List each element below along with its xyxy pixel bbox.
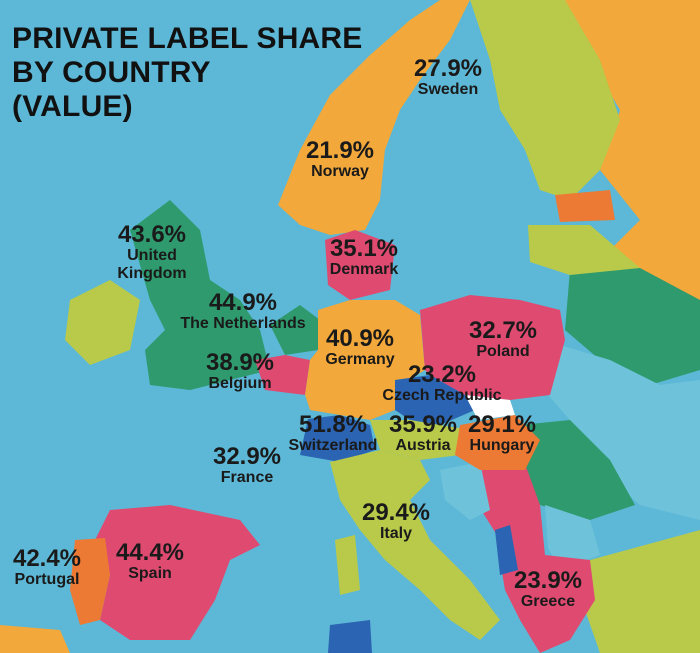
share-value: 35.9% (388, 411, 458, 438)
region-spain (95, 505, 260, 640)
country-name: Belgium (208, 375, 272, 392)
country-name: Germany (325, 351, 395, 368)
share-value: 44.4% (115, 539, 185, 566)
share-value: 23.2% (407, 361, 477, 388)
region-finland (470, 0, 620, 200)
share-value: 23.9% (513, 567, 583, 594)
country-label-germany: 40.9% Germany (325, 326, 394, 369)
region-bulgaria (545, 505, 600, 570)
share-value: 21.9% (305, 137, 375, 164)
country-name: United Kingdom (117, 247, 187, 282)
region-france (170, 390, 320, 540)
country-name: Norway (311, 163, 369, 180)
country-name: The Netherlands (180, 315, 306, 332)
country-label-switzerland: 51.8% Switzerland (289, 412, 378, 455)
country-name: Switzerland (288, 437, 378, 454)
region-albania (495, 525, 518, 575)
country-name: France (220, 469, 274, 486)
country-name: Hungary (469, 437, 535, 454)
country-label-denmark: 35.1% Denmark (330, 236, 398, 279)
share-value: 32.9% (212, 443, 282, 470)
region-morocco (0, 625, 70, 653)
country-name: Czech Republic (382, 387, 502, 404)
country-name: Portugal (14, 571, 80, 588)
region-denmark (325, 230, 395, 300)
country-label-austria: 35.9% Austria (389, 412, 457, 455)
map-title-line-2: BY COUNTRY (12, 56, 211, 89)
region-portugal (70, 538, 110, 625)
map-title-line-1: PRIVATE LABEL SHARE (12, 22, 363, 55)
region-hungary (455, 415, 540, 470)
country-label-france: 32.9% France (213, 444, 281, 487)
country-label-italy: 29.4% Italy (362, 500, 430, 543)
country-name: Italy (379, 525, 412, 542)
share-value: 38.9% (205, 349, 275, 376)
share-value: 35.1% (329, 235, 399, 262)
region-russia-north (560, 0, 700, 330)
country-label-portugal: 42.4% Portugal (13, 546, 81, 589)
region-austria (370, 420, 470, 460)
region-estonia (555, 190, 615, 222)
share-value: 29.1% (467, 411, 537, 438)
country-name: Spain (128, 565, 172, 582)
share-value: 29.4% (361, 499, 431, 526)
country-label-czech-republic: 23.2% Czech Republic (382, 362, 501, 405)
country-name: Greece (520, 593, 576, 610)
share-value: 27.9% (413, 55, 483, 82)
country-name: Austria (395, 437, 451, 454)
country-label-sweden: 27.9% Sweden (414, 56, 482, 99)
region-turkey (585, 530, 700, 653)
region-czech-republic (395, 375, 475, 425)
share-value: 44.9% (208, 289, 278, 316)
share-value: 40.9% (325, 325, 395, 352)
region-baltic (528, 225, 640, 275)
country-label-hungary: 29.1% Hungary (468, 412, 536, 455)
country-label-greece: 23.9% Greece (514, 568, 582, 611)
country-name: Denmark (329, 261, 399, 278)
region-croatia (440, 462, 490, 520)
region-belarus (565, 268, 700, 385)
region-greece (500, 555, 595, 653)
country-label-united-kingdom: 43.6% United Kingdom (107, 222, 197, 283)
region-netherlands (270, 305, 320, 355)
country-label-poland: 32.7% Poland (469, 318, 537, 361)
share-value: 43.6% (117, 221, 187, 248)
map-title-line-3: (VALUE) (12, 90, 133, 123)
country-label-norway: 21.9% Norway (306, 138, 374, 181)
region-balkans (478, 450, 545, 575)
map-title: PRIVATE LABEL SHARE BY COUNTRY (VALUE) (12, 22, 363, 124)
region-united-kingdom (130, 200, 270, 390)
region-sicily (328, 620, 372, 653)
region-switzerland (300, 415, 375, 462)
share-value: 42.4% (12, 545, 82, 572)
share-value: 32.7% (468, 317, 538, 344)
region-belgium (255, 355, 310, 395)
region-poland (420, 295, 565, 400)
country-name: Sweden (417, 81, 479, 98)
region-italy (330, 450, 500, 640)
country-label-netherlands: 44.9% The Netherlands (180, 290, 305, 333)
region-norway (278, 0, 470, 235)
share-value: 51.8% (298, 411, 368, 438)
region-slovakia (465, 395, 515, 420)
country-name: Poland (476, 343, 530, 360)
region-sweden (380, 0, 525, 280)
region-ireland (65, 280, 140, 365)
region-sardinia (335, 535, 360, 595)
country-label-spain: 44.4% Spain (116, 540, 184, 583)
region-romania (515, 420, 635, 520)
region-ukraine (548, 345, 700, 520)
country-label-belgium: 38.9% Belgium (206, 350, 274, 393)
